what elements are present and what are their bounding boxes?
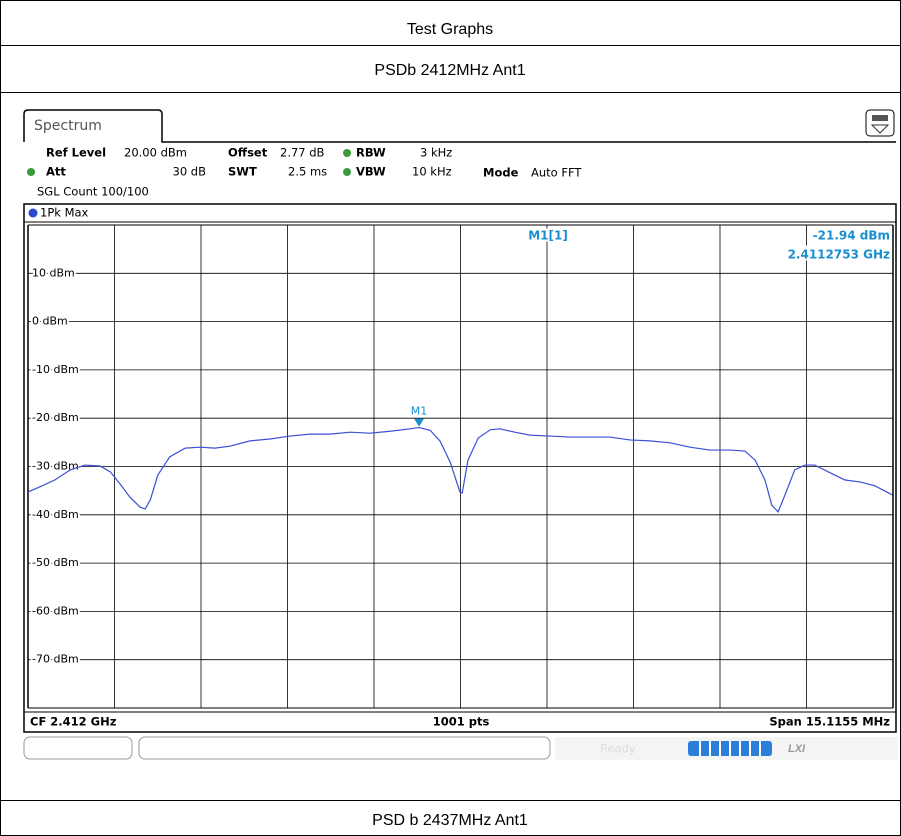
next-caption: PSD b 2437MHz Ant1	[372, 812, 528, 829]
status-dot	[27, 168, 35, 176]
message-field	[138, 736, 551, 760]
menu-icon	[870, 124, 890, 134]
marker-readout: M1[1]	[528, 229, 568, 243]
y-tick-label: 0 dBm	[32, 315, 68, 328]
setting-label: VBW	[356, 165, 386, 179]
status-text: Ready	[600, 742, 636, 756]
setting-value: 30 dB	[173, 165, 207, 179]
progress-segments	[699, 741, 761, 756]
y-tick-label: -30 dBm	[32, 460, 79, 473]
setting-value: Auto FFT	[531, 166, 582, 180]
y-tick-label: -60 dBm	[32, 604, 79, 617]
trace-line	[27, 426, 893, 513]
setting-value: 2.5 ms	[288, 165, 327, 179]
trace-label: 1Pk Max	[40, 206, 89, 220]
marker	[414, 418, 425, 427]
setting-label: Mode	[483, 166, 519, 180]
setting-value: 20.00 dBm	[124, 146, 187, 160]
marker-readout-x: 2.4112753 GHz	[788, 248, 890, 262]
footer-right: Span 15.1155 MHz	[769, 715, 890, 729]
trace-dot	[28, 208, 38, 218]
table-title: Test Graphs	[407, 21, 493, 38]
menu-button[interactable]	[865, 109, 895, 137]
footer-left: CF 2.412 GHz	[30, 715, 117, 729]
setting-label: Ref Level	[46, 146, 106, 160]
menu-icon	[872, 115, 888, 121]
softkey[interactable]	[23, 736, 133, 760]
setting-value: 10 kHz	[412, 165, 452, 179]
y-tick-label: -40 dBm	[32, 508, 79, 521]
y-tick-label: -20 dBm	[32, 411, 79, 424]
y-tick-label: -50 dBm	[32, 556, 79, 569]
y-tick-label: -10 dBm	[32, 363, 79, 376]
diagram-frame	[23, 203, 897, 733]
tab-label: Spectrum	[34, 118, 102, 134]
table-subtitle: PSDb 2412MHz Ant1	[374, 62, 525, 79]
lxi-logo: LXI	[788, 743, 806, 755]
y-tick-label: 10 dBm	[32, 266, 75, 279]
footer-center: 1001 pts	[433, 715, 490, 729]
status-dot	[343, 168, 351, 176]
setting-value: 3 kHz	[420, 146, 452, 160]
sweep-count: SGL Count 100/100	[37, 185, 149, 199]
setting-label: Offset	[228, 146, 268, 160]
tab-frame	[23, 109, 896, 143]
setting-label: Att	[46, 165, 66, 179]
marker-readout-value: -21.94 dBm	[813, 229, 890, 243]
marker-label: M1	[411, 405, 428, 418]
status-dot	[343, 149, 351, 157]
setting-label: SWT	[228, 165, 257, 179]
setting-label: RBW	[356, 146, 386, 160]
setting-value: 2.77 dB	[280, 146, 325, 160]
y-tick-label: -70 dBm	[32, 653, 79, 666]
